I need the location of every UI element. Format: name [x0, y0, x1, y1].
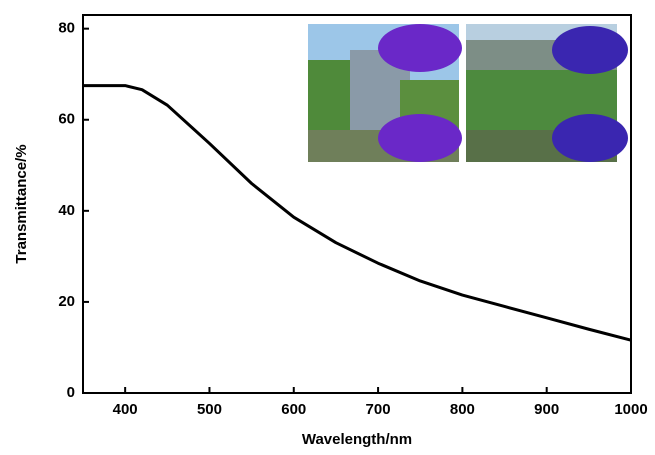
- x-tick-label: 900: [534, 401, 559, 418]
- y-tick-label: 0: [67, 384, 75, 401]
- x-tick-label: 600: [281, 401, 306, 418]
- x-tick-label: 500: [197, 401, 222, 418]
- plot-frame: [82, 14, 632, 394]
- y-tick-label: 40: [58, 202, 75, 219]
- x-tick-label: 800: [450, 401, 475, 418]
- y-tick-label: 20: [58, 293, 75, 310]
- x-tick-label: 400: [113, 401, 138, 418]
- x-tick-label: 700: [366, 401, 391, 418]
- y-tick-label: 80: [58, 20, 75, 37]
- y-axis-label: Transmittance/%: [13, 144, 30, 263]
- x-axis-label: Wavelength/nm: [302, 431, 412, 448]
- x-tick-label: 1000: [614, 401, 647, 418]
- photo-left: [308, 24, 462, 162]
- line: [83, 84, 632, 342]
- photo-right: [466, 24, 628, 162]
- y-tick-label: 60: [58, 111, 75, 128]
